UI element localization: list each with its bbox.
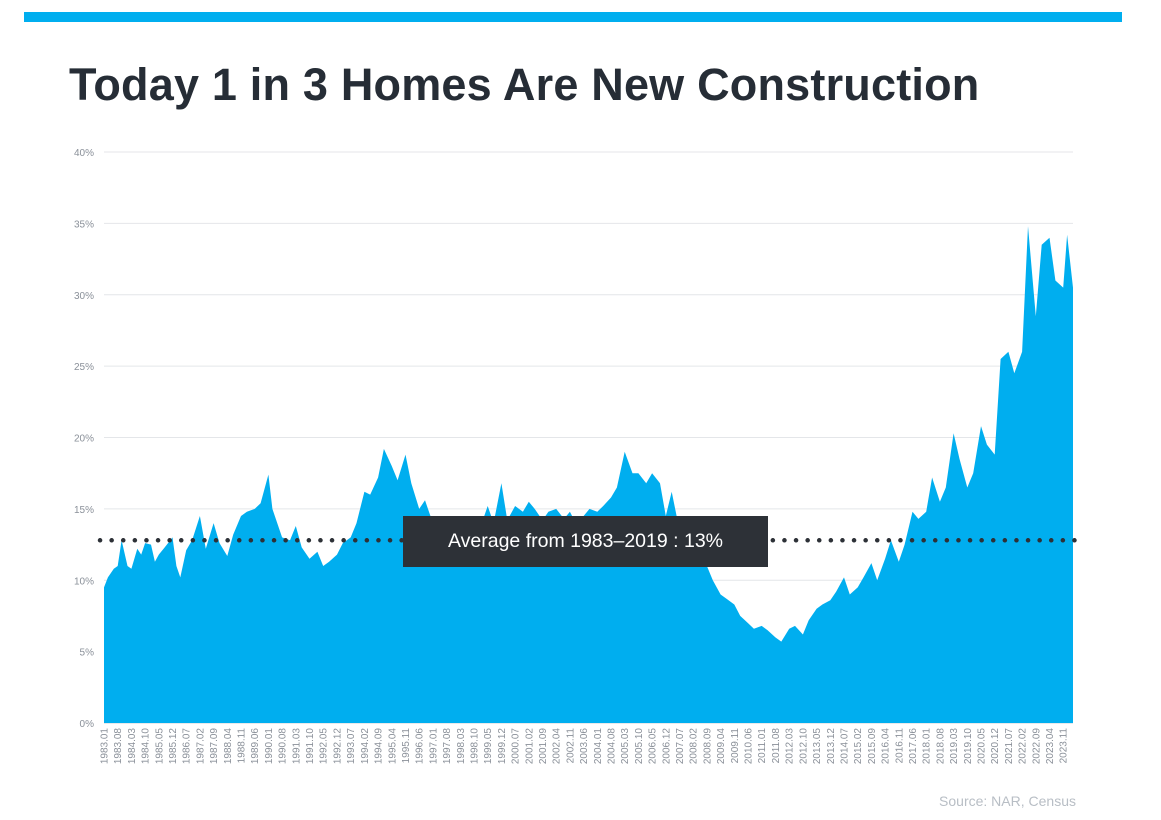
y-tick-label: 30% [74,291,94,302]
x-tick-label: 2002.04 [552,728,563,765]
x-axis-tick-labels: 1983.01 1983.08 1984.03 1984.10 1985.05 1985.… [100,728,1070,765]
x-tick-label: 1999.05 [483,728,494,765]
y-tick-label: 15% [74,505,94,516]
x-tick-label: 1983.08 [113,728,124,765]
x-tick-label: 1984.10 [141,728,152,765]
x-tick-label: 1987.02 [195,728,206,765]
x-tick-label: 2010.06 [744,728,755,765]
x-tick-label: 1987.09 [209,728,220,765]
x-tick-label: 2011.01 [757,728,768,764]
x-tick-label: 2007.07 [675,728,686,765]
x-tick-label: 1991.10 [305,728,316,765]
x-tick-label: 1994.09 [374,728,385,765]
x-tick-label: 2021.07 [1004,728,1015,765]
x-tick-label: 1996.06 [415,728,426,765]
x-tick-label: 2013.12 [826,728,837,765]
x-tick-label: 2006.05 [648,728,659,765]
x-tick-label: 2005.03 [620,728,631,765]
x-tick-label: 1988.11 [237,728,248,764]
x-tick-label: 2000.07 [511,728,522,765]
y-tick-label: 25% [74,362,94,373]
x-tick-label: 1990.08 [278,728,289,765]
x-tick-label: 2004.01 [593,728,604,765]
y-tick-label: 40% [74,148,94,159]
y-axis-tick-labels: 0% 5% 10% 15% 20% 25% 30% 35% 40% [74,148,94,730]
x-tick-label: 2012.03 [785,728,796,765]
average-callout: Average from 1983–2019 : 13% [403,516,768,567]
page-title: Today 1 in 3 Homes Are New Construction [69,59,980,110]
x-tick-label: 2009.11 [730,728,741,764]
x-tick-label: 1985.12 [168,728,179,765]
x-tick-label: 1985.05 [154,728,165,765]
x-tick-label: 2023.11 [1059,728,1070,764]
x-tick-label: 1994.02 [360,728,371,765]
x-tick-label: 2002.11 [565,728,576,764]
x-tick-label: 2001.09 [538,728,549,765]
x-tick-label: 2022.09 [1031,728,1042,765]
x-tick-label: 2013.05 [812,728,823,765]
x-tick-label: 2008.02 [689,728,700,765]
x-tick-label: 1992.12 [333,728,344,765]
y-tick-label: 10% [74,576,94,587]
x-tick-label: 1986.07 [182,728,193,765]
x-tick-label: 2014.07 [840,728,851,765]
x-tick-label: 2008.09 [702,728,713,765]
source-note: Source: NAR, Census [939,793,1076,809]
x-tick-label: 2020.12 [990,728,1001,765]
x-tick-label: 2022.02 [1018,728,1029,765]
x-tick-label: 1991.03 [291,728,302,765]
x-tick-label: 2023.04 [1045,728,1056,765]
x-tick-label: 1995.04 [387,728,398,765]
x-tick-label: 2018.01 [922,728,933,765]
x-tick-label: 1997.01 [428,728,439,765]
x-tick-label: 2018.08 [935,728,946,765]
x-tick-label: 1997.08 [442,728,453,765]
x-tick-label: 2017.06 [908,728,919,765]
series-area [104,226,1073,723]
x-tick-label: 2012.10 [798,728,809,765]
x-tick-label: 1990.01 [264,728,275,765]
x-tick-label: 2015.02 [853,728,864,765]
x-tick-label: 1988.04 [223,728,234,765]
x-tick-label: 2005.10 [634,728,645,765]
x-tick-label: 2015.09 [867,728,878,765]
x-tick-label: 1984.03 [127,728,138,765]
x-tick-label: 1995.11 [401,728,412,764]
data-area [104,226,1073,723]
y-tick-label: 5% [80,648,95,659]
x-tick-label: 1989.06 [250,728,261,765]
x-tick-label: 2019.03 [949,728,960,765]
y-tick-label: 20% [74,434,94,445]
x-tick-label: 2009.04 [716,728,727,765]
x-tick-label: 1998.10 [470,728,481,765]
y-tick-label: 35% [74,219,94,230]
x-tick-label: 1993.07 [346,728,357,765]
x-tick-label: 2004.08 [607,728,618,765]
x-tick-label: 2019.10 [963,728,974,765]
x-tick-label: 2011.08 [771,728,782,764]
x-tick-label: 2016.11 [894,728,905,764]
x-tick-label: 2003.06 [579,728,590,765]
x-tick-label: 2016.04 [881,728,892,765]
x-tick-label: 1999.12 [497,728,508,765]
x-tick-label: 1998.03 [456,728,467,765]
x-tick-label: 2006.12 [661,728,672,765]
x-tick-label: 1992.05 [319,728,330,765]
accent-top-bar [24,12,1122,22]
y-tick-label: 0% [80,719,95,730]
x-tick-label: 2001.02 [524,728,535,765]
x-tick-label: 2020.05 [977,728,988,765]
x-tick-label: 1983.01 [100,728,111,765]
